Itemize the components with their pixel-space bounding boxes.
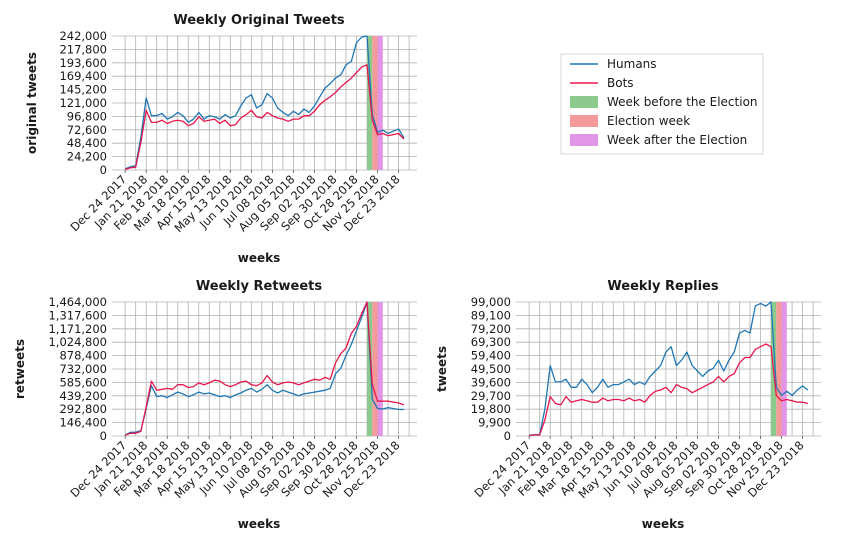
y-tick-label: 79,200: [471, 322, 511, 336]
band-week-before: [367, 302, 373, 436]
y-tick-label: 169,400: [59, 69, 107, 83]
y-tick-label: 49,500: [471, 362, 511, 376]
chart-title: Weekly Replies: [607, 279, 718, 294]
y-tick-label: 145,200: [59, 83, 107, 97]
legend-label-election-week: Election week: [607, 114, 690, 128]
band-election-week: [372, 302, 378, 436]
y-tick-label: 732,000: [59, 362, 107, 376]
y-axis-label: original tweets: [25, 52, 39, 154]
band-week-after: [377, 302, 383, 436]
band-week-after: [377, 36, 383, 170]
y-tick-label: 69,300: [471, 335, 511, 349]
band-week-after: [781, 302, 787, 436]
legend-label-humans: Humans: [607, 57, 657, 71]
y-tick-label: 121,000: [59, 96, 107, 110]
y-tick-label: 39,600: [471, 375, 511, 389]
y-tick-label: 0: [100, 163, 107, 177]
y-tick-label: 292,800: [59, 402, 107, 416]
y-tick-label: 99,000: [471, 295, 511, 309]
chart-title: Weekly Original Tweets: [173, 13, 345, 28]
chart-weekly-original-tweets: Weekly Original Tweets weeks original tw…: [25, 13, 417, 265]
band-week-before: [367, 36, 373, 170]
series-line-bots: [124, 64, 405, 171]
y-axis-label: tweets: [435, 346, 449, 392]
x-axis-label: weeks: [238, 517, 281, 531]
legend-swatch-week-before: [570, 96, 598, 108]
series-line-humans: [124, 301, 404, 436]
y-tick-label: 878,400: [59, 349, 107, 363]
y-tick-label: 146,400: [59, 416, 107, 430]
series-line-humans: [124, 35, 405, 170]
series-line-humans: [529, 301, 809, 436]
chart-title: Weekly Retweets: [196, 279, 323, 294]
y-tick-label: 439,200: [59, 389, 107, 403]
y-tick-label: 217,800: [59, 42, 107, 56]
y-tick-label: 1,024,800: [48, 335, 107, 349]
band-election-week: [372, 36, 378, 170]
chart-weekly-retweets: Weekly Retweets weeks retweets 0146,4002…: [13, 279, 417, 531]
y-tick-label: 72,600: [67, 123, 107, 137]
y-tick-label: 59,400: [471, 349, 511, 363]
x-axis-label: weeks: [238, 251, 281, 265]
y-axis-label: retweets: [13, 339, 27, 399]
legend-swatch-week-after: [570, 134, 598, 146]
y-tick-label: 1,317,600: [48, 308, 107, 322]
y-tick-label: 1,464,000: [48, 295, 107, 309]
legend-label-bots: Bots: [607, 76, 634, 90]
y-tick-label: 585,600: [59, 375, 107, 389]
y-tick-label: 242,000: [59, 29, 107, 43]
y-tick-label: 96,800: [67, 109, 107, 123]
gridlines: [112, 301, 417, 437]
chart-weekly-replies: Weekly Replies weeks tweets 09,90019,800…: [435, 279, 821, 531]
gridlines: [516, 301, 821, 437]
y-tick-label: 29,700: [471, 389, 511, 403]
y-tick-label: 48,400: [67, 136, 107, 150]
y-tick-label: 0: [100, 429, 107, 443]
y-tick-label: 24,200: [67, 150, 107, 164]
y-tick-label: 19,800: [471, 402, 511, 416]
legend-label-week-after: Week after the Election: [607, 133, 747, 147]
legend-swatch-election-week: [570, 115, 598, 127]
y-tick-label: 193,600: [59, 56, 107, 70]
legend-label-week-before: Week before the Election: [607, 95, 758, 109]
y-tick-label: 89,100: [471, 308, 511, 322]
band-election-week: [776, 302, 782, 436]
y-tick-label: 9,900: [478, 416, 511, 430]
x-axis-label: weeks: [642, 517, 685, 531]
series-line-bots: [124, 301, 405, 436]
y-tick-label: 0: [504, 429, 511, 443]
legend: Humans Bots Week before the Election Ele…: [560, 53, 764, 155]
y-tick-label: 1,171,200: [48, 322, 107, 336]
series-line-bots: [529, 343, 809, 437]
